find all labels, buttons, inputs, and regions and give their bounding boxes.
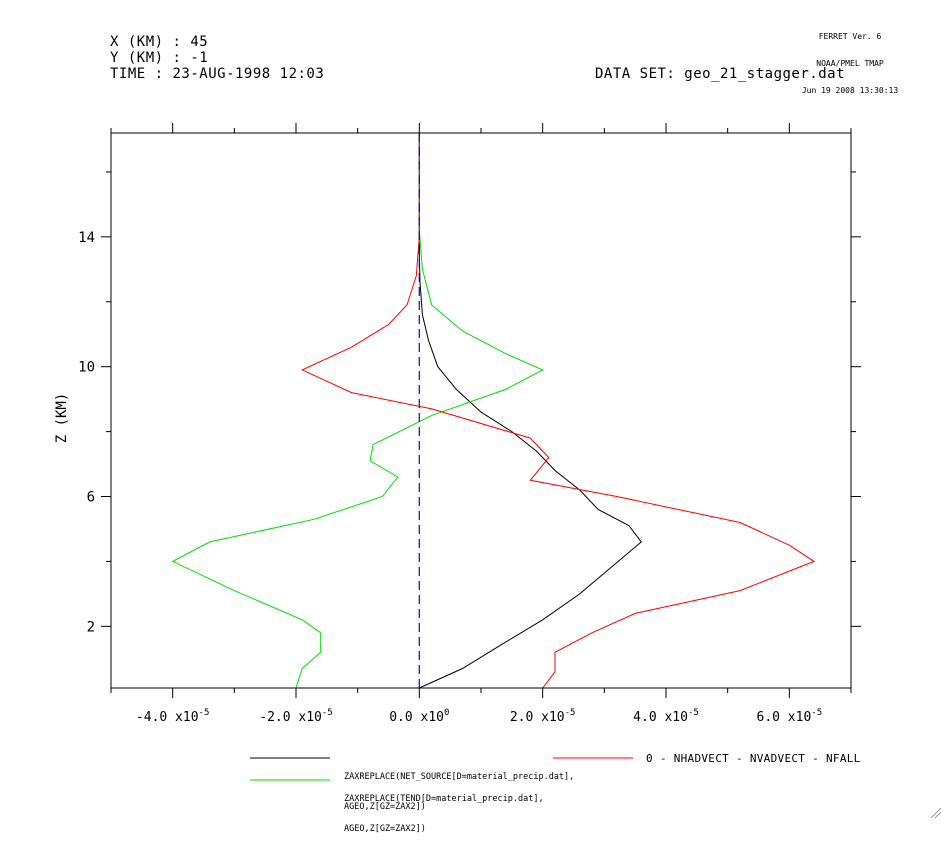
ferret-version: FERRET Ver. 6 (818, 32, 882, 41)
series-line-1 (171, 133, 544, 689)
legend-green-label: ZAXREPLACE(TEND[D=material_precip.dat], … (344, 774, 544, 844)
line-chart: Z (KM) 2 6 10 14 -4.0 x10-5 -2.0 x10-5 0.0 x10… (54, 123, 942, 819)
legend-swatches (250, 757, 633, 781)
legend-red-label: 0 - NHADVECT - NVADVECT - NFALL (646, 752, 861, 765)
y-tick-label: 2 (87, 619, 95, 635)
legend-black-line2: AGEO,Z[GZ=ZAX2]) (344, 802, 426, 812)
tick-marks (101, 123, 861, 698)
series-line-0 (418, 133, 642, 689)
plot-frame (110, 132, 852, 689)
series-lines (171, 133, 816, 689)
ferret-info: FERRET Ver. 6 NOAA/PMEL TMAP Jun 19 2008… (790, 14, 910, 104)
x-tick-label: 2.0 x10-5 (510, 708, 576, 725)
legend-green-line1: ZAXREPLACE(TEND[D=material_precip.dat], (344, 794, 544, 804)
y-coordinate-label: Y (KM) : -1 (110, 50, 209, 66)
y-tick-label: 14 (78, 230, 95, 246)
ferret-org: NOAA/PMEL TMAP (816, 59, 884, 68)
legend-black-label: ZAXREPLACE(NET_SOURCE[D=material_precip.… (344, 752, 574, 822)
resize-grip[interactable] (930, 807, 942, 819)
ferret-date: Jun 19 2008 13:30:13 (801, 86, 899, 95)
x-tick-label: 6.0 x10-5 (757, 708, 823, 725)
x-tick-label: -4.0 x10-5 (136, 708, 209, 725)
x-coordinate-label: X (KM) : 45 (110, 34, 209, 50)
x-tick-label: 0.0 x100 (389, 708, 449, 725)
y-tick-label: 10 (78, 360, 95, 376)
x-tick-label: 4.0 x10-5 (633, 708, 699, 725)
y-tick-label: 6 (87, 490, 95, 506)
axis-labels: Z (KM) 2 6 10 14 -4.0 x10-5 -2.0 x10-5 0.0 x10… (54, 230, 822, 725)
time-label: TIME : 23-AUG-1998 12:03 (110, 66, 325, 82)
series-line-2 (301, 133, 816, 689)
x-tick-label: -2.0 x10-5 (259, 708, 332, 725)
y-axis-title: Z (KM) (54, 393, 70, 444)
legend-green-line2: AGEO,Z[GZ=ZAX2]) (344, 824, 426, 834)
dataset-label: DATA SET: geo_21_stagger.dat (595, 66, 846, 82)
legend-black-line1: ZAXREPLACE(NET_SOURCE[D=material_precip.… (344, 772, 575, 782)
